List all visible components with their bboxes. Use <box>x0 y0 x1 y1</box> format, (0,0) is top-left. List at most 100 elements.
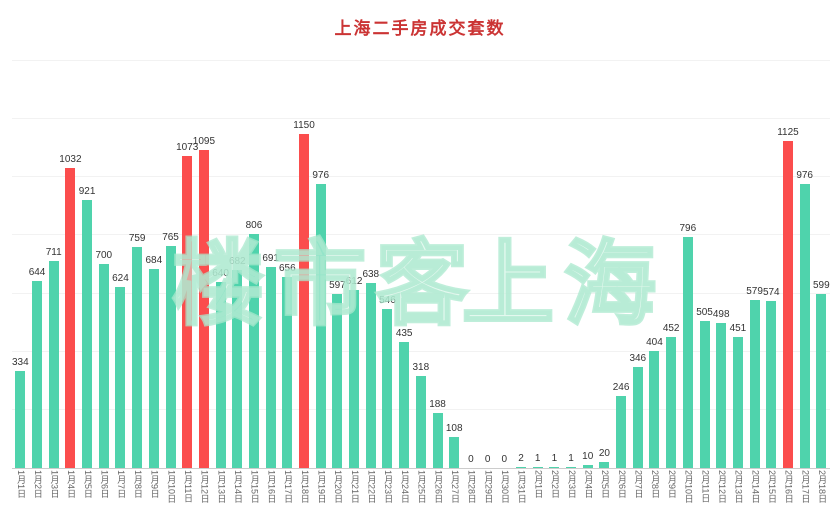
bar-value-label: 759 <box>128 233 146 244</box>
bar-1月21日[interactable] <box>349 290 360 468</box>
bar-1月16日[interactable] <box>265 267 276 468</box>
x-axis-label-slot: 2月6日 <box>613 470 630 524</box>
x-axis-label: 1月28日 <box>466 470 477 504</box>
bar-slot: 10 <box>579 452 596 468</box>
bar-value-label: 1150 <box>293 120 315 131</box>
bar-value-label: 1125 <box>777 127 799 138</box>
x-axis-label-slot: 1月16日 <box>262 470 279 524</box>
bar-value-label: 579 <box>746 286 763 297</box>
bar-1月26日[interactable] <box>432 413 443 468</box>
x-axis-label: 2月10日 <box>683 470 694 504</box>
bar-2月5日[interactable] <box>599 462 610 468</box>
x-axis-label: 1月25日 <box>416 470 427 504</box>
bar-2月18日[interactable] <box>816 294 827 468</box>
bar-1月4日[interactable] <box>65 168 76 468</box>
bar-slot: 682 <box>229 257 246 468</box>
x-axis-label-slot: 1月15日 <box>246 470 263 524</box>
bar-1月13日[interactable] <box>215 282 226 468</box>
bar-value-label: 1 <box>568 453 574 464</box>
bar-2月3日[interactable] <box>566 467 577 468</box>
bar-1月19日[interactable] <box>315 184 326 468</box>
bar-2月11日[interactable] <box>699 321 710 468</box>
x-axis-label: 1月16日 <box>266 470 277 504</box>
bar-1月1日[interactable] <box>15 371 26 468</box>
bar-value-label: 638 <box>362 269 380 280</box>
bar-slot: 976 <box>796 171 813 468</box>
bar-2月10日[interactable] <box>682 237 693 468</box>
bar-1月24日[interactable] <box>399 342 410 468</box>
bar-1月8日[interactable] <box>132 247 143 468</box>
bar-slot: 806 <box>246 221 262 468</box>
bar-2月13日[interactable] <box>732 337 743 468</box>
bar-2月4日[interactable] <box>582 465 593 468</box>
bar-value-label: 20 <box>598 448 610 459</box>
bar-1月6日[interactable] <box>98 264 109 468</box>
x-axis-label-slot: 1月7日 <box>112 470 129 524</box>
bar-1月12日[interactable] <box>198 150 209 468</box>
x-axis-label: 1月1日 <box>16 470 27 499</box>
bar-2月16日[interactable] <box>782 141 793 468</box>
x-axis-label: 1月18日 <box>299 470 310 504</box>
bar-value-label: 691 <box>262 253 279 264</box>
bar-value-label: 546 <box>379 295 396 306</box>
bar-1月23日[interactable] <box>382 309 393 468</box>
bar-1月10日[interactable] <box>165 246 176 468</box>
bar-1月5日[interactable] <box>82 200 93 468</box>
x-axis-label-slot: 2月7日 <box>629 470 646 524</box>
bar-2月17日[interactable] <box>799 184 810 468</box>
bar-1月3日[interactable] <box>48 261 59 468</box>
bar-value-label: 597 <box>329 280 346 291</box>
bar-1月20日[interactable] <box>332 294 343 468</box>
bar-1月15日[interactable] <box>248 234 259 468</box>
x-axis-label: 1月15日 <box>249 470 260 504</box>
x-axis-label: 1月4日 <box>66 470 77 499</box>
bar-1月17日[interactable] <box>282 277 293 468</box>
bar-1月25日[interactable] <box>415 376 426 468</box>
bar-slot: 644 <box>29 268 45 468</box>
x-axis-label-slot: 2月11日 <box>696 470 713 524</box>
x-axis-label-slot: 2月1日 <box>529 470 546 524</box>
bar-1月2日[interactable] <box>32 281 43 468</box>
bar-2月8日[interactable] <box>649 351 660 468</box>
x-axis-label: 1月6日 <box>99 470 110 499</box>
bar-1月9日[interactable] <box>148 269 159 468</box>
x-axis-label: 2月2日 <box>550 470 561 499</box>
bar-1月11日[interactable] <box>182 156 193 468</box>
bar-2月12日[interactable] <box>716 323 727 468</box>
bar-1月14日[interactable] <box>232 270 243 468</box>
x-axis-label: 2月17日 <box>800 470 811 504</box>
x-axis-label: 1月21日 <box>349 470 360 504</box>
bar-slot: 574 <box>763 288 780 468</box>
bar-1月22日[interactable] <box>365 283 376 468</box>
bar-value-label: 108 <box>445 423 463 434</box>
x-axis-label-slot: 1月8日 <box>129 470 146 524</box>
x-axis-label: 2月14日 <box>750 470 761 504</box>
bar-2月6日[interactable] <box>616 396 627 468</box>
bar-slot: 765 <box>162 233 179 468</box>
bar-1月31日[interactable] <box>515 467 526 468</box>
bar-2月7日[interactable] <box>632 367 643 468</box>
bar-1月18日[interactable] <box>299 134 310 468</box>
x-axis-label-slot: 2月12日 <box>713 470 730 524</box>
x-axis-label: 1月17日 <box>283 470 294 504</box>
bar-2月9日[interactable] <box>666 337 677 468</box>
x-axis-label: 2月13日 <box>733 470 744 504</box>
bar-slot: 452 <box>663 324 680 468</box>
bar-slot: 691 <box>262 254 279 468</box>
bar-2月2日[interactable] <box>549 467 560 468</box>
bar-2月14日[interactable] <box>749 300 760 468</box>
x-axis-label-slot: 1月6日 <box>95 470 112 524</box>
x-axis-label-slot: 1月21日 <box>346 470 363 524</box>
bar-1月7日[interactable] <box>115 287 126 468</box>
x-axis-label: 1月14日 <box>233 470 243 504</box>
x-axis-label-slot: 2月13日 <box>730 470 747 524</box>
bar-1月27日[interactable] <box>449 437 460 468</box>
bar-2月15日[interactable] <box>766 301 777 468</box>
bar-value-label: 2 <box>518 453 524 464</box>
x-axis-label-slot: 1月31日 <box>513 470 530 524</box>
bar-slot: 624 <box>112 274 129 468</box>
bar-value-label: 346 <box>629 353 647 364</box>
bar-2月1日[interactable] <box>532 467 543 468</box>
bar-value-label: 1095 <box>192 136 216 147</box>
bar-value-label: 644 <box>28 267 46 278</box>
